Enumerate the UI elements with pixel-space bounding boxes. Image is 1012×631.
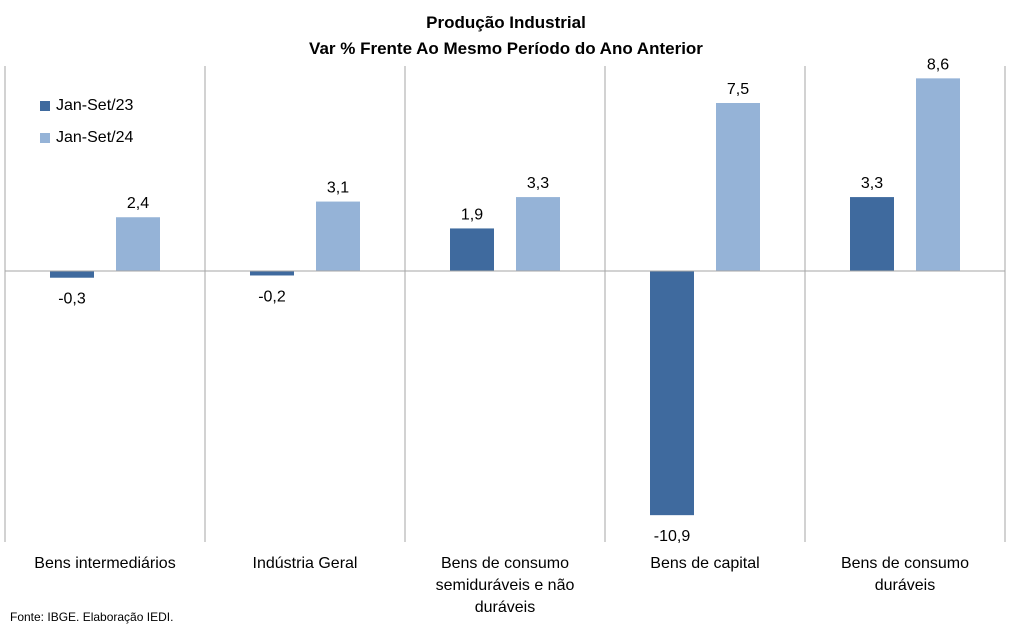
bar-series1 bbox=[250, 271, 294, 276]
data-label: -0,3 bbox=[58, 291, 86, 308]
data-label: 8,6 bbox=[927, 56, 949, 73]
legend-item-series2: Jan-Set/24 bbox=[40, 122, 133, 154]
source-note: Fonte: IBGE. Elaboração IEDI. bbox=[10, 610, 174, 624]
chart-title: Produção Industrial bbox=[426, 13, 586, 32]
bar-series2 bbox=[316, 201, 360, 271]
chart-subtitle: Var % Frente Ao Mesmo Período do Ano Ant… bbox=[309, 39, 703, 58]
category-label: Indústria Geral bbox=[252, 555, 358, 572]
bar-series1 bbox=[850, 197, 894, 271]
bar-series2 bbox=[916, 78, 960, 271]
data-label: 3,3 bbox=[861, 175, 883, 192]
bar-series1 bbox=[50, 271, 94, 278]
bar-series2 bbox=[116, 217, 160, 271]
data-label: 2,4 bbox=[127, 195, 149, 212]
legend-item-series1: Jan-Set/23 bbox=[40, 90, 133, 122]
bar-series1 bbox=[450, 228, 494, 271]
category-label: Bens intermediários bbox=[34, 555, 176, 572]
bar-series2 bbox=[516, 197, 560, 271]
legend-swatch-series2 bbox=[40, 133, 50, 143]
category-label: Bens de consumo semiduráveis e não duráv… bbox=[435, 555, 575, 616]
data-label: 3,3 bbox=[527, 175, 549, 192]
data-label: 7,5 bbox=[727, 81, 749, 98]
data-label: 1,9 bbox=[461, 206, 483, 223]
data-label: 3,1 bbox=[327, 180, 349, 197]
data-label: -0,2 bbox=[258, 288, 286, 305]
data-label: -10,9 bbox=[654, 528, 691, 545]
legend: Jan-Set/23 Jan-Set/24 bbox=[40, 90, 133, 154]
category-label: Bens de consumo duráveis bbox=[840, 555, 970, 594]
bar-series1 bbox=[650, 271, 694, 516]
legend-swatch-series1 bbox=[40, 101, 50, 111]
category-label: Bens de capital bbox=[650, 555, 760, 572]
legend-label-series2: Jan-Set/24 bbox=[56, 129, 134, 146]
legend-label-series1: Jan-Set/23 bbox=[56, 97, 134, 114]
bar-series2 bbox=[716, 103, 760, 271]
